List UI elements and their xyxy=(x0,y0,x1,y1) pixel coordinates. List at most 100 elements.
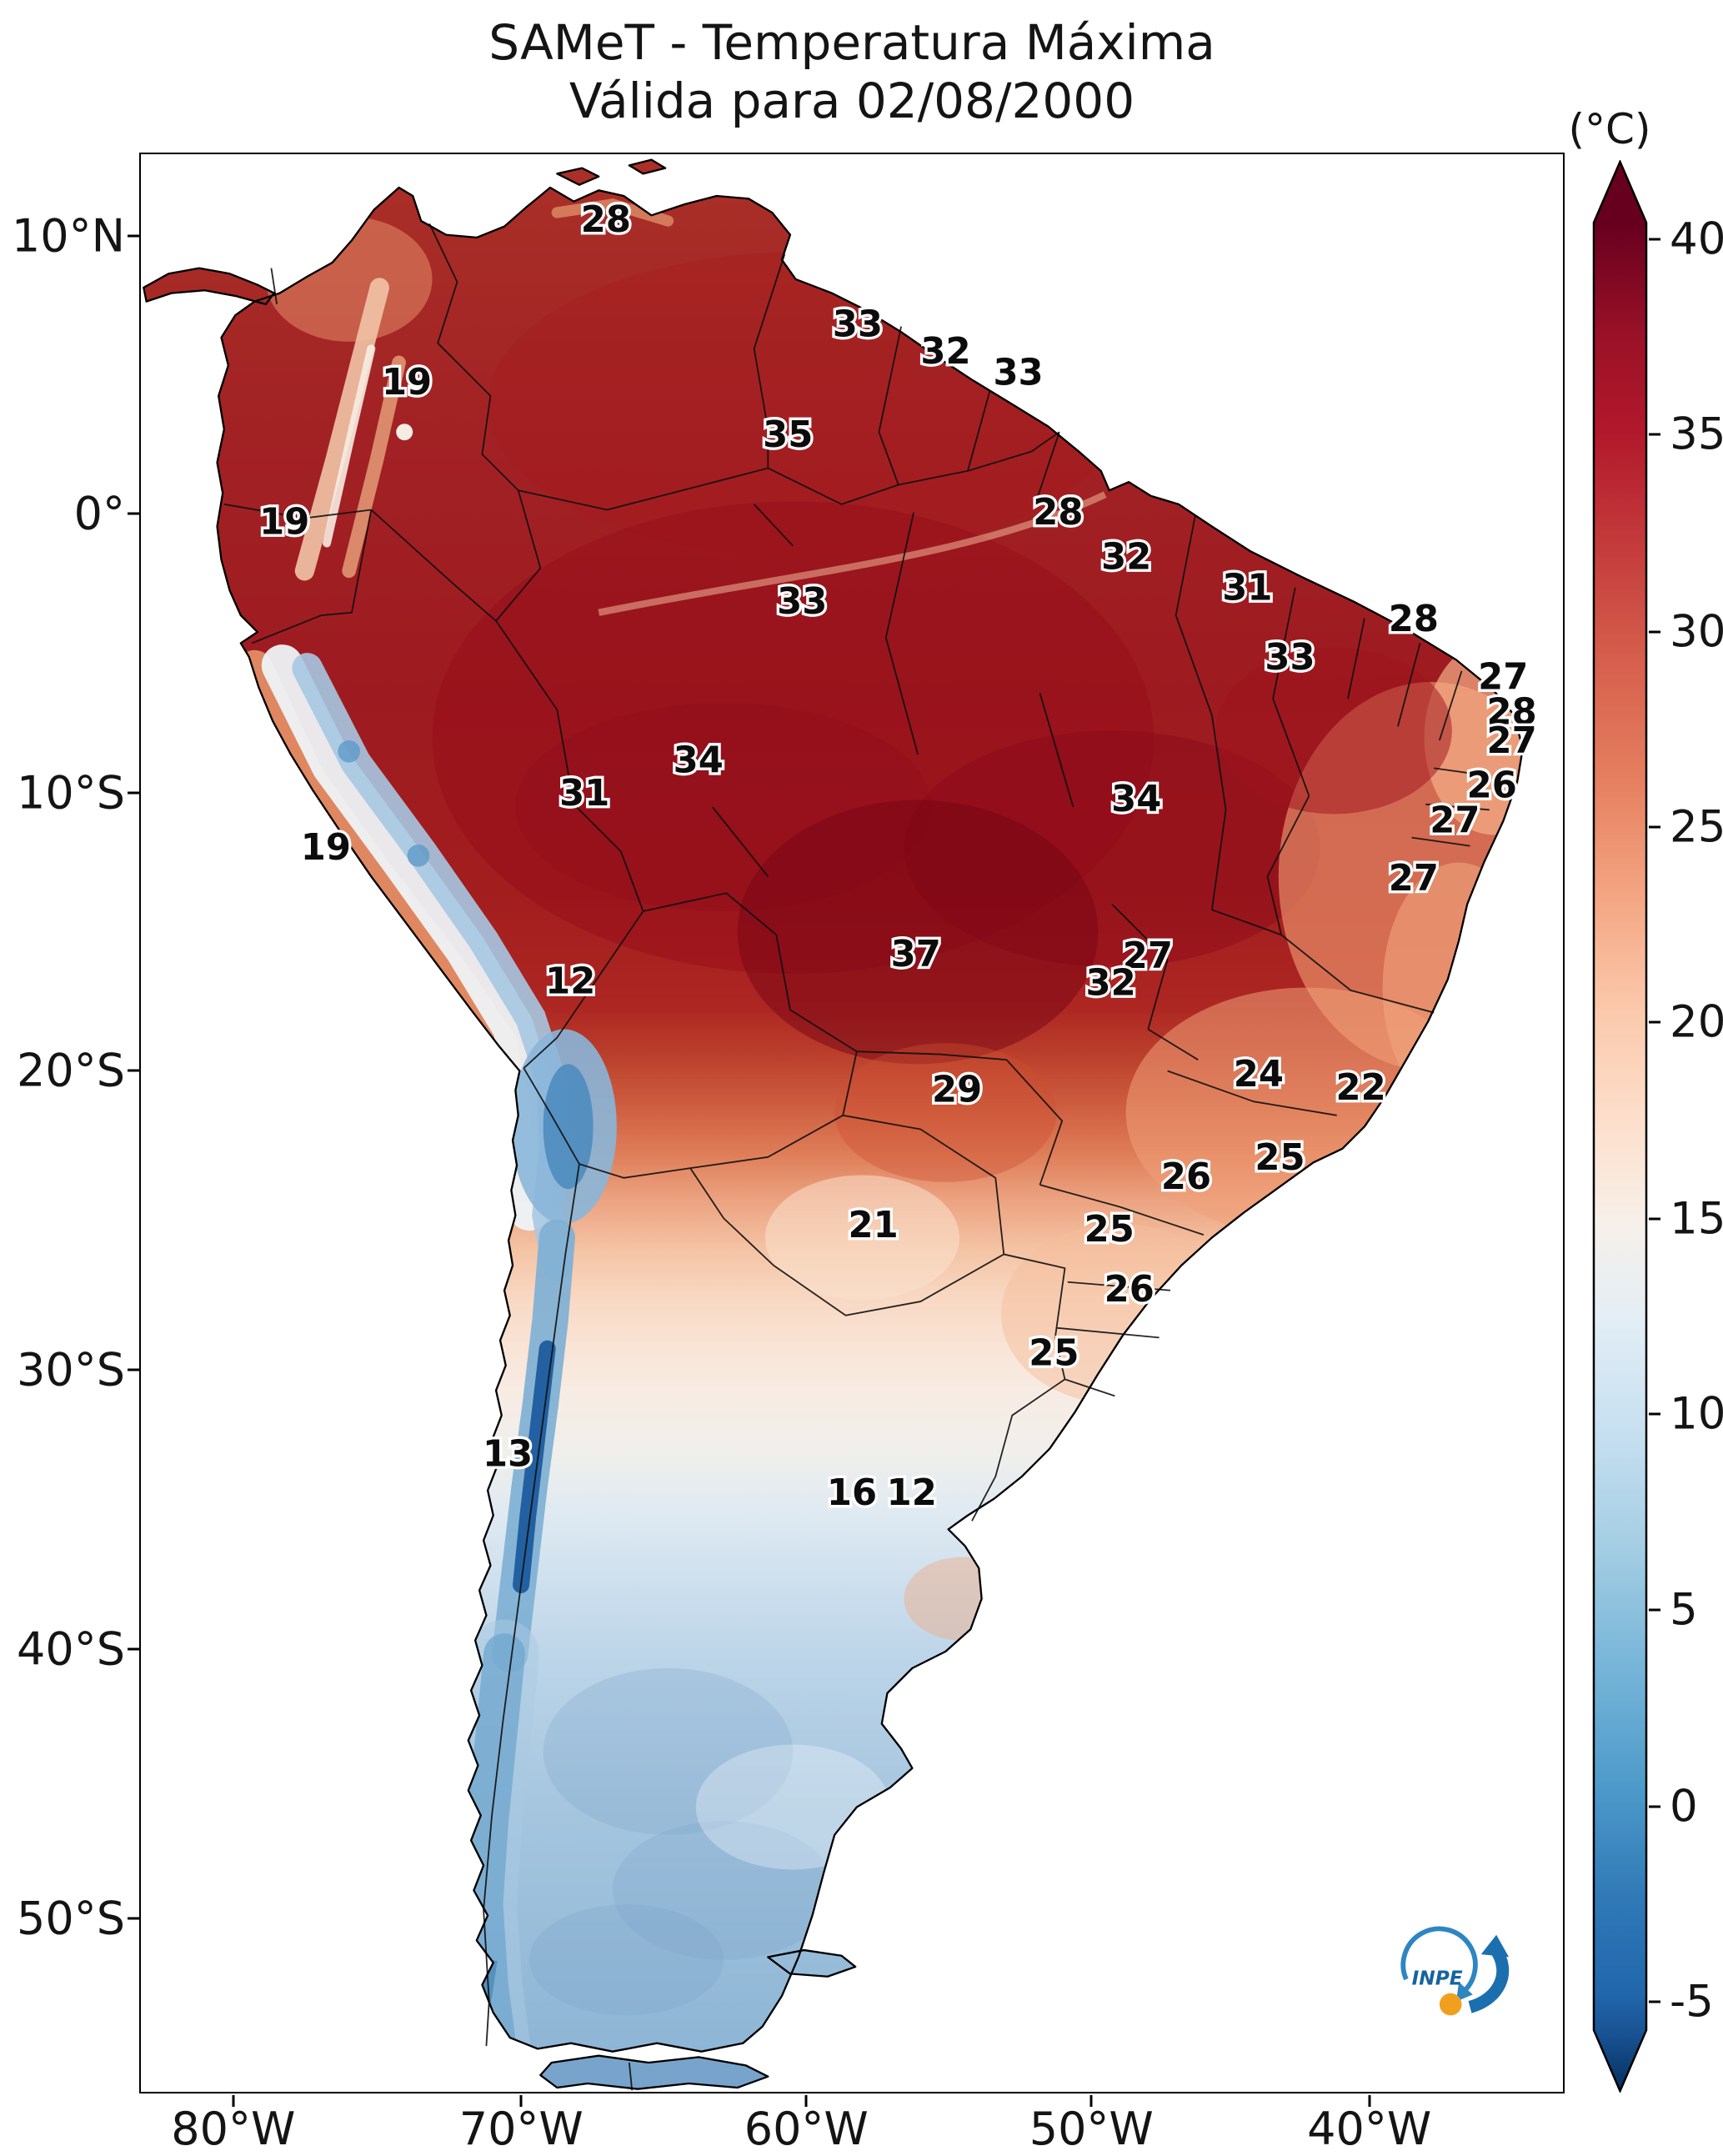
temperature-value-label: 33 xyxy=(833,304,883,346)
colorbar-tick xyxy=(1649,1412,1660,1416)
colorbar-tick xyxy=(1649,1020,1660,1024)
temperature-value-label: 32 xyxy=(1085,963,1135,1005)
temperature-value-label: 28 xyxy=(1486,691,1536,733)
y-axis-tick xyxy=(128,512,139,515)
colorbar-tick-label: 30 xyxy=(1670,606,1723,658)
colorbar-tick-label: 0 xyxy=(1670,1781,1698,1833)
temperature-value-label: 26 xyxy=(1161,1156,1211,1198)
logo-swirl-arrowhead-icon xyxy=(1455,1982,1473,2002)
y-axis-tick-label: 0° xyxy=(73,487,125,540)
colorbar-tick xyxy=(1649,1608,1660,1611)
colorbar-tick-label: 40 xyxy=(1670,213,1723,265)
logo-text: INPE xyxy=(1412,1968,1463,1990)
colorbar-tick xyxy=(1649,433,1660,436)
colorbar-tick xyxy=(1649,2000,1660,2003)
colorbar-tick-label: 25 xyxy=(1670,801,1723,853)
colorbar-tick xyxy=(1649,1805,1660,1808)
temperature-value-label: 25 xyxy=(1255,1137,1305,1179)
temperature-value-label: 12 xyxy=(887,1472,937,1514)
y-axis-tick xyxy=(128,1647,139,1651)
country-borders xyxy=(223,223,1490,2091)
temperature-value-label: 27 xyxy=(1478,657,1528,699)
logo-swirl-icon xyxy=(1400,1926,1478,1995)
temperature-value-label: 19 xyxy=(259,502,309,544)
y-axis-tick-label: 50°S xyxy=(17,1892,125,1945)
temperature-value-label: 28 xyxy=(581,199,631,241)
x-axis-tick-label: 60°W xyxy=(744,2103,869,2155)
temperature-value-label: 12 xyxy=(545,960,595,1002)
y-axis-tick-label: 10°S xyxy=(17,766,125,820)
x-axis-tick xyxy=(1089,2095,1093,2107)
logo-orange-dot-icon xyxy=(1439,1993,1462,2016)
colorbar-tick xyxy=(1649,630,1660,634)
figure-subtitle: Válida para 02/08/2000 xyxy=(568,73,1135,129)
colorbar-tick-label: -5 xyxy=(1670,1976,1714,2028)
temperature-value-label: 16 xyxy=(827,1472,877,1514)
logo-arrowhead-icon xyxy=(1480,1934,1510,1958)
y-axis-tick xyxy=(128,1368,139,1371)
temperature-value-label: 31 xyxy=(1222,568,1272,609)
x-axis-tick-label: 50°W xyxy=(1029,2103,1154,2155)
x-axis-tick xyxy=(232,2095,235,2107)
temperature-value-label: 35 xyxy=(763,414,813,456)
temperature-value-label: 24 xyxy=(1234,1054,1284,1096)
temperature-value-label: 13 xyxy=(483,1433,533,1475)
y-axis-tick xyxy=(128,1917,139,1920)
temperature-shading xyxy=(143,159,1523,2089)
temperature-value-label: 33 xyxy=(1265,637,1315,679)
temperature-value-label: 27 xyxy=(1430,800,1480,841)
x-axis-tick-label: 40°W xyxy=(1307,2103,1432,2155)
colorbar-tick-label: 10 xyxy=(1670,1388,1723,1440)
temperature-value-label: 25 xyxy=(1084,1209,1134,1251)
temperature-value-label: 28 xyxy=(1033,492,1083,534)
temperature-value-label: 26 xyxy=(1104,1269,1155,1311)
colorbar-unit-label: (°C) xyxy=(1568,105,1651,153)
y-axis-tick xyxy=(128,234,139,238)
colorbar-tick xyxy=(1649,238,1660,241)
x-axis-tick-label: 80°W xyxy=(171,2103,296,2155)
colorbar-tick-label: 35 xyxy=(1670,409,1723,460)
temperature-value-label: 34 xyxy=(1111,779,1161,820)
temperature-value-label: 21 xyxy=(849,1205,899,1246)
temperature-value-label: 26 xyxy=(1467,765,1517,807)
temperature-value-label: 33 xyxy=(777,581,827,623)
temperature-value-label: 19 xyxy=(382,362,432,404)
map-plot-area: 28 33 32 33 19 35 19 28 32 31 33 28 33 27 28 27 34 26 31 34… xyxy=(139,153,1565,2093)
temperature-value-label: 32 xyxy=(920,331,970,373)
temperature-value-label: 28 xyxy=(1389,599,1439,640)
figure-title: SAMeT - Temperatura Máxima xyxy=(488,14,1215,71)
temperature-value-label: 27 xyxy=(1123,935,1173,977)
temperature-value-label: 31 xyxy=(559,773,609,815)
x-axis-tick xyxy=(1368,2095,1371,2107)
temperature-value-label: 27 xyxy=(1486,720,1536,762)
y-axis-tick-label: 20°S xyxy=(17,1044,125,1097)
temperature-value-label: 33 xyxy=(993,353,1043,394)
colorbar-tick-label: 5 xyxy=(1670,1584,1698,1635)
colorbar-tick xyxy=(1649,825,1660,829)
colorbar-tick-label: 15 xyxy=(1670,1193,1723,1245)
x-axis-tick-label: 70°W xyxy=(458,2103,584,2155)
temperature-value-label: 32 xyxy=(1101,536,1151,578)
y-axis-tick xyxy=(128,1069,139,1072)
colorbar xyxy=(1592,160,1648,2093)
x-axis-tick xyxy=(519,2095,523,2107)
temperature-value-label: 29 xyxy=(932,1070,982,1111)
colorbar-gradient-bar xyxy=(1592,160,1648,2093)
x-axis-tick xyxy=(804,2095,808,2107)
inpe-logo: INPE xyxy=(1400,1926,1510,2016)
y-axis-tick-label: 10°N xyxy=(11,209,125,263)
temperature-value-label: 27 xyxy=(1389,858,1439,900)
y-axis-tick xyxy=(128,791,139,795)
temperature-value-label: 34 xyxy=(674,740,724,781)
y-axis-tick-label: 40°S xyxy=(17,1622,125,1676)
coastline xyxy=(143,158,1524,2090)
temperature-value-label: 25 xyxy=(1029,1333,1079,1375)
colorbar-tick xyxy=(1649,1217,1660,1221)
figure-title-block: SAMeT - Temperatura Máxima Válida para 0… xyxy=(139,13,1565,130)
temperature-value-label: 19 xyxy=(301,827,351,869)
temperature-value-label: 37 xyxy=(891,934,941,975)
y-axis-tick-label: 30°S xyxy=(17,1343,125,1396)
